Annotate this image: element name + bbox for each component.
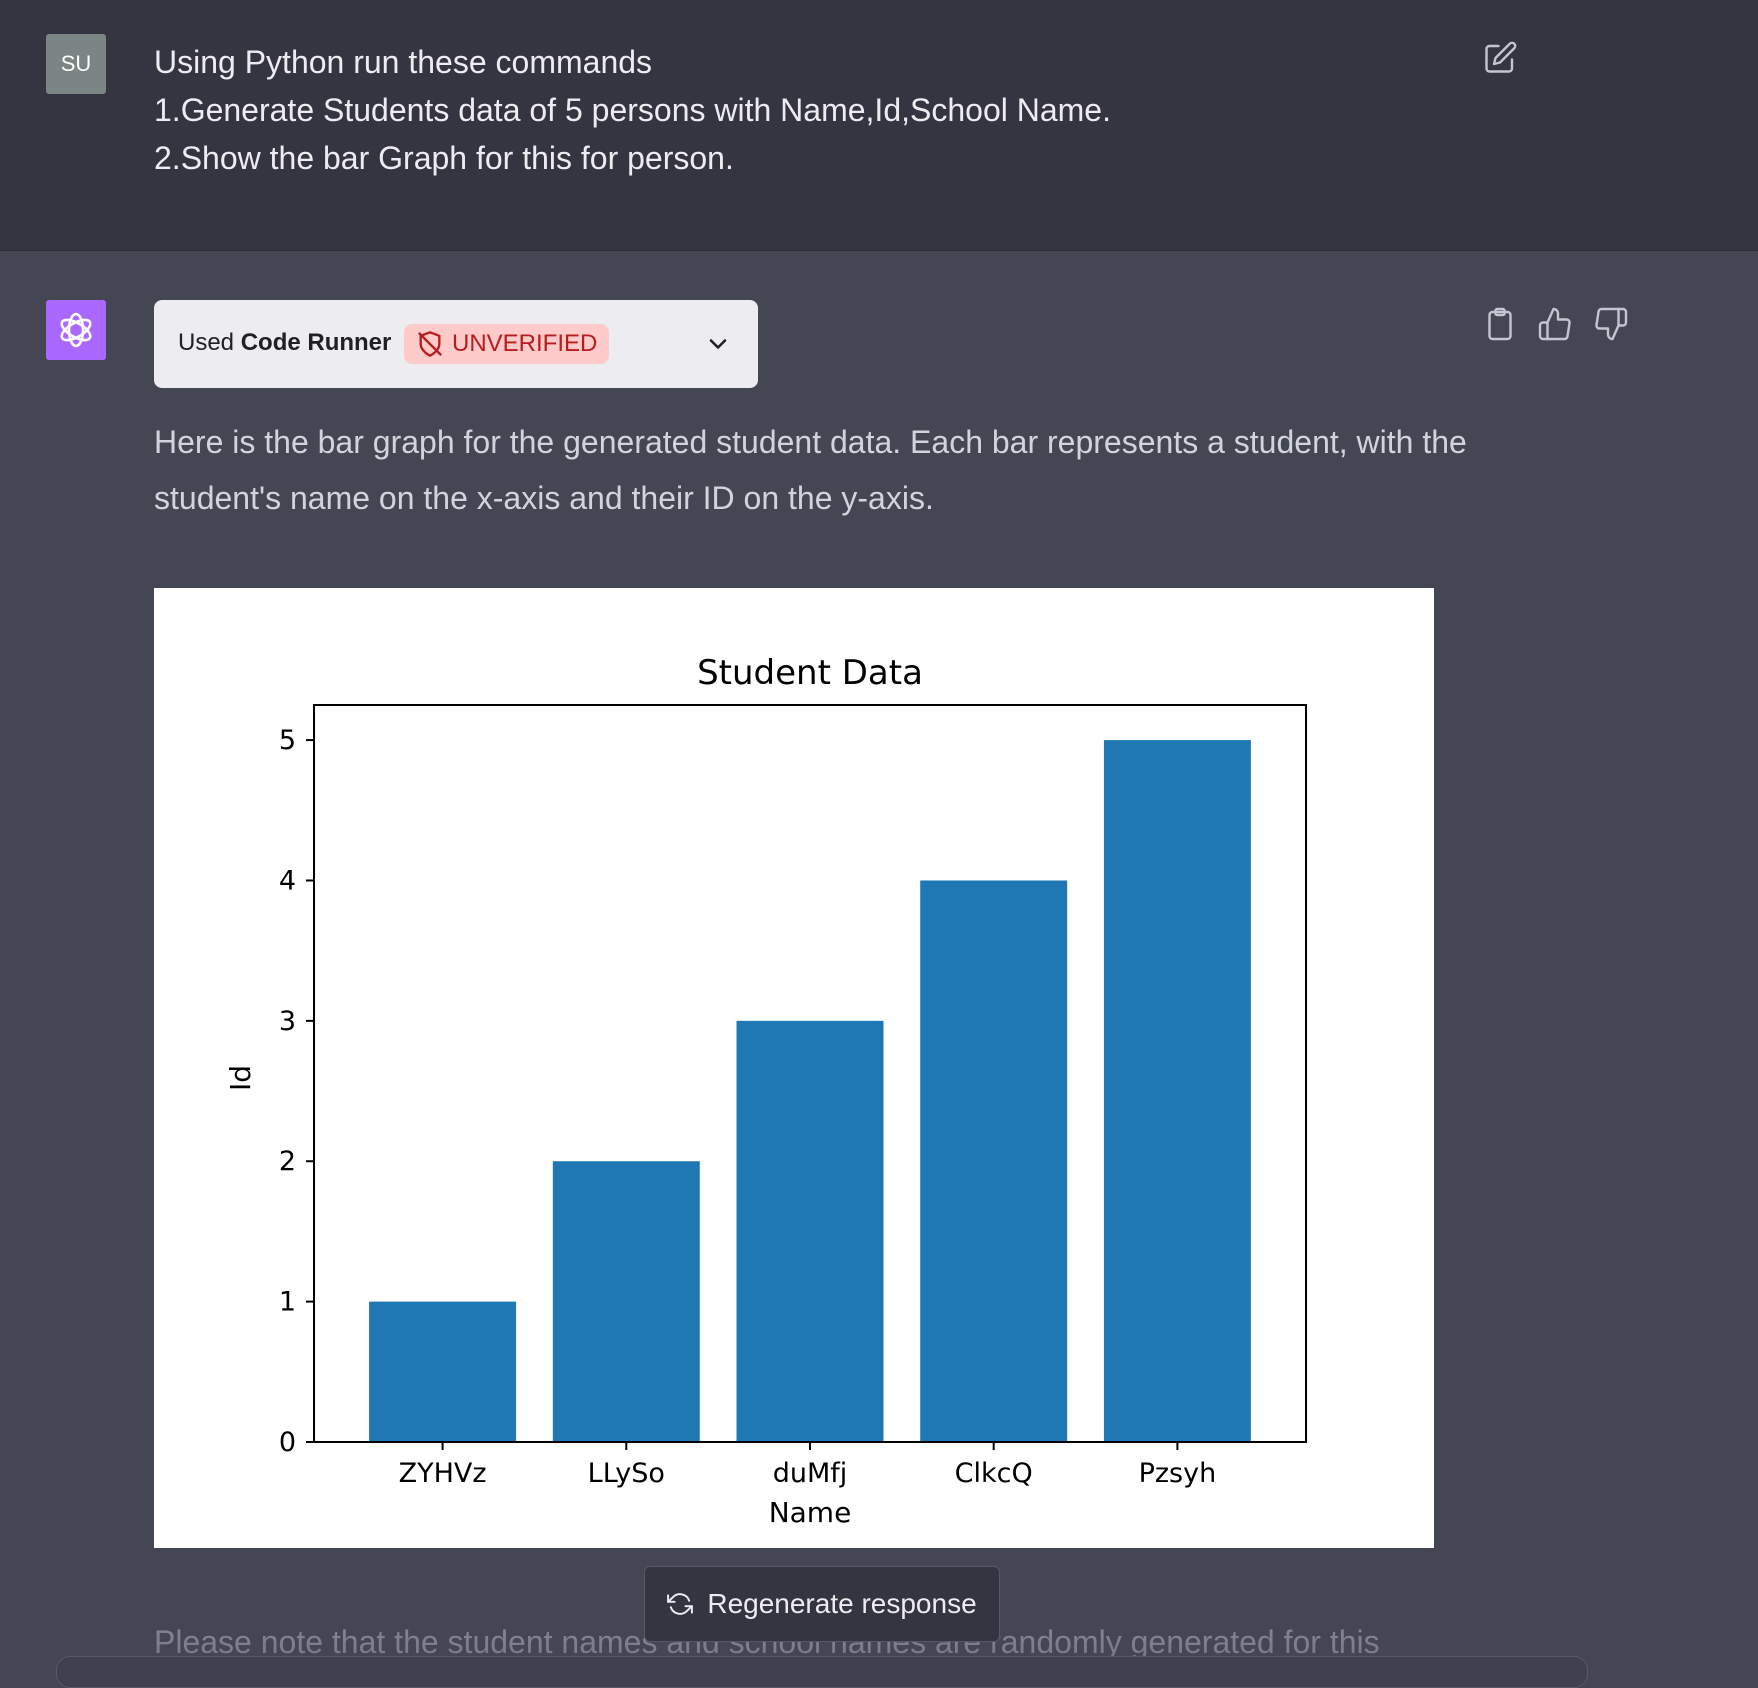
x-tick-label: LLySo [588, 1458, 665, 1489]
plugin-used-label: Used Code Runner [178, 329, 391, 357]
assistant-paragraph-line: student's name on the x-axis and their I… [154, 480, 934, 516]
thumbs-up-icon[interactable] [1537, 306, 1573, 342]
y-tick-label: 0 [279, 1427, 296, 1458]
shield-off-icon [418, 331, 442, 357]
assistant-avatar [46, 300, 106, 360]
y-tick-label: 2 [279, 1146, 296, 1177]
y-tick-label: 5 [279, 725, 296, 756]
copy-icon[interactable] [1482, 306, 1518, 342]
plot-frame [313, 704, 1307, 1443]
user-avatar: SU [46, 34, 106, 94]
bar-chart: Student Data ZYHVz LLySo duMfj ClkcQ Pzsyh 0 1… [224, 653, 1307, 1529]
user-message: SU Using Python run these commands 1.Gen… [0, 0, 1758, 251]
assistant-message-text: Here is the bar graph for the generated … [154, 414, 1484, 526]
message-input-edge[interactable] [56, 1656, 1588, 1688]
bar-ZYHVz [369, 1301, 517, 1442]
openai-logo-icon [60, 312, 92, 348]
unverified-badge: UNVERIFIED [404, 324, 610, 364]
y-axis-label: Id [224, 1065, 257, 1091]
x-tick-label: duMfj [773, 1458, 848, 1489]
bar-chart-image: Student Data ZYHVz LLySo duMfj ClkcQ Pzsyh 0 1… [154, 588, 1434, 1548]
bar-LLySo [552, 1161, 700, 1442]
plugin-name: Code Runner [240, 329, 392, 356]
y-tick-label: 3 [279, 1006, 296, 1037]
regenerate-label: Regenerate response [707, 1588, 977, 1619]
y-tick-label: 1 [279, 1287, 296, 1318]
plugin-used-dropdown[interactable]: Used Code Runner UNVERIFIED [154, 300, 758, 388]
x-tick-label: ClkcQ [955, 1458, 1033, 1489]
chevron-down-icon[interactable] [704, 330, 732, 358]
y-tick-label: 4 [279, 865, 296, 896]
bar-duMfj [736, 1020, 884, 1442]
thumbs-down-icon[interactable] [1593, 306, 1629, 342]
user-message-line: 1.Generate Students data of 5 persons wi… [154, 92, 1111, 128]
plugin-used-prefix: Used [178, 329, 235, 356]
regenerate-response-button[interactable]: Regenerate response [644, 1566, 1000, 1642]
user-message-line: Using Python run these commands [154, 44, 653, 80]
bar-ClkcQ [920, 880, 1068, 1442]
x-tick-label: ZYHVz [399, 1458, 487, 1489]
x-axis-label: Name [769, 1496, 852, 1529]
user-message-text: Using Python run these commands 1.Genera… [154, 38, 1111, 182]
edit-icon[interactable] [1482, 40, 1518, 76]
chart-title: Student Data [697, 653, 923, 693]
unverified-label: UNVERIFIED [452, 330, 598, 357]
refresh-icon [667, 1593, 694, 1615]
x-tick-label: Pzsyh [1139, 1458, 1217, 1489]
bar-Pzsyh [1103, 740, 1251, 1442]
user-message-line: 2.Show the bar Graph for this for person… [154, 140, 734, 176]
assistant-paragraph-line: Here is the bar graph for the generated … [154, 424, 1467, 460]
